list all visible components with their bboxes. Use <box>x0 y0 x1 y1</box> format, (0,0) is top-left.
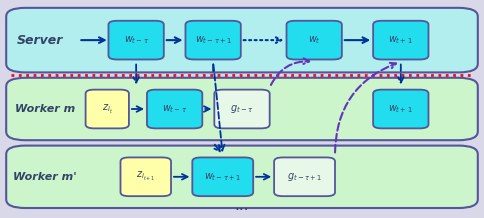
Text: $w_t$: $w_t$ <box>308 34 320 46</box>
Text: $g_{t-\tau+1}$: $g_{t-\tau+1}$ <box>287 171 322 183</box>
FancyBboxPatch shape <box>287 21 342 60</box>
Text: $g_{t-\tau}$: $g_{t-\tau}$ <box>230 103 254 115</box>
Text: Worker m': Worker m' <box>13 172 76 182</box>
Text: $w_{t-\tau+1}$: $w_{t-\tau+1}$ <box>195 34 232 46</box>
Text: $w_{t-\tau}$: $w_{t-\tau}$ <box>162 103 187 115</box>
Text: $w_{t-\tau+1}$: $w_{t-\tau+1}$ <box>204 171 242 183</box>
FancyBboxPatch shape <box>6 146 478 208</box>
FancyBboxPatch shape <box>108 21 164 60</box>
Text: $z_{i_{t+1}}$: $z_{i_{t+1}}$ <box>136 170 155 183</box>
Text: ...: ... <box>235 198 249 213</box>
FancyBboxPatch shape <box>121 157 171 196</box>
FancyBboxPatch shape <box>192 157 253 196</box>
FancyBboxPatch shape <box>185 21 241 60</box>
FancyBboxPatch shape <box>274 157 335 196</box>
FancyBboxPatch shape <box>6 78 478 140</box>
Text: Server: Server <box>17 34 63 47</box>
Text: Worker m: Worker m <box>15 104 75 114</box>
FancyBboxPatch shape <box>214 90 270 128</box>
FancyBboxPatch shape <box>86 90 129 128</box>
FancyBboxPatch shape <box>6 8 478 72</box>
Text: $w_{t-\tau}$: $w_{t-\tau}$ <box>123 34 149 46</box>
Text: $w_{t+1}$: $w_{t+1}$ <box>389 103 413 115</box>
FancyBboxPatch shape <box>147 90 202 128</box>
FancyBboxPatch shape <box>373 21 428 60</box>
FancyBboxPatch shape <box>373 90 428 128</box>
Text: $w_{t+1}$: $w_{t+1}$ <box>389 34 413 46</box>
Text: $z_{i_t}$: $z_{i_t}$ <box>102 102 113 116</box>
